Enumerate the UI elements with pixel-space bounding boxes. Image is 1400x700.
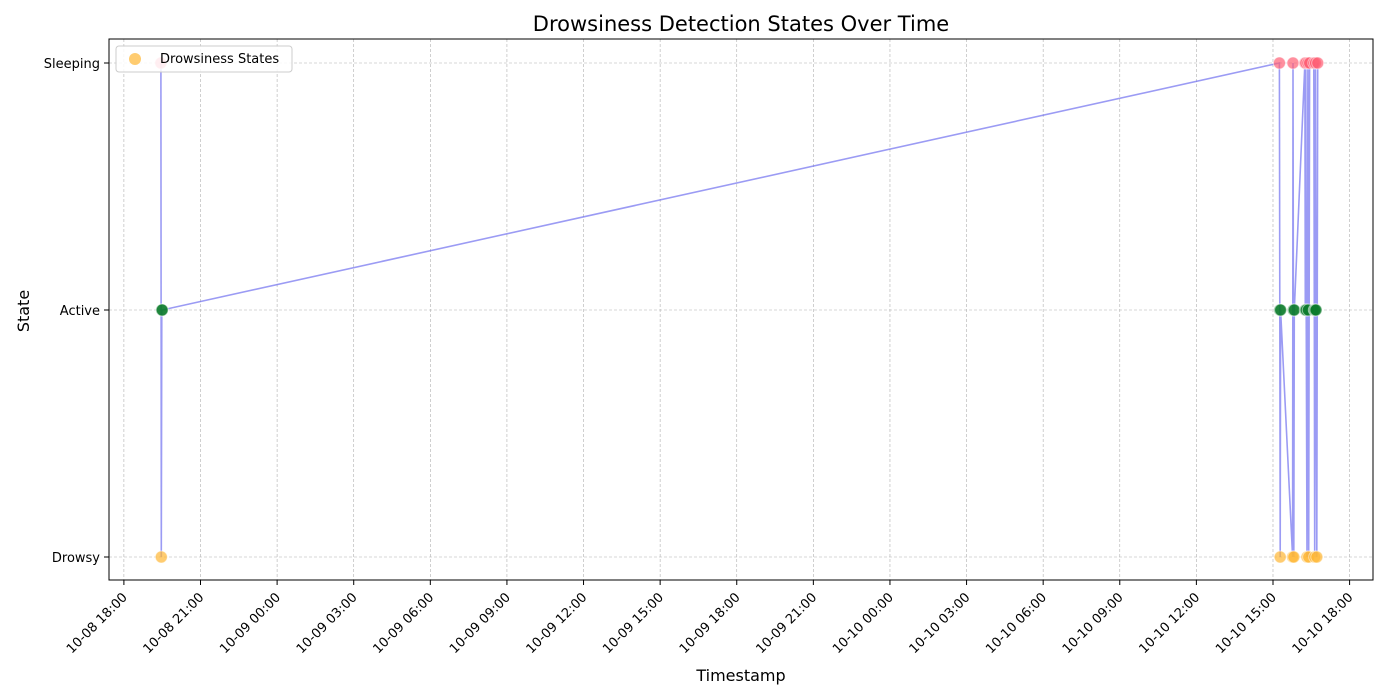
legend-marker [129,53,141,65]
grid [109,39,1373,580]
y-tick-label: Sleeping [44,57,100,72]
legend-box [115,45,293,73]
series-polyline [160,62,1319,558]
legend: Drowsiness States [115,45,293,73]
data-point [1311,56,1325,70]
data-point [1273,550,1287,564]
data-point [155,303,169,317]
data-point [154,550,168,564]
legend-entry: Drowsiness States [160,52,279,67]
y-axis: Drowsy Active Sleeping [44,57,109,566]
data-point [1287,550,1301,564]
y-axis-label: State [14,290,33,332]
y-tick-label: Drowsy [52,551,100,566]
data-point [1310,550,1324,564]
series-line [160,62,1319,558]
data-point [1287,303,1301,317]
chart-title: Drowsiness Detection States Over Time [533,12,949,36]
data-point [1309,303,1323,317]
data-point [1272,56,1286,70]
x-axis-label: Timestamp [695,666,785,685]
data-point [1286,56,1300,70]
y-tick-label: Active [60,304,100,319]
data-point [1274,303,1288,317]
